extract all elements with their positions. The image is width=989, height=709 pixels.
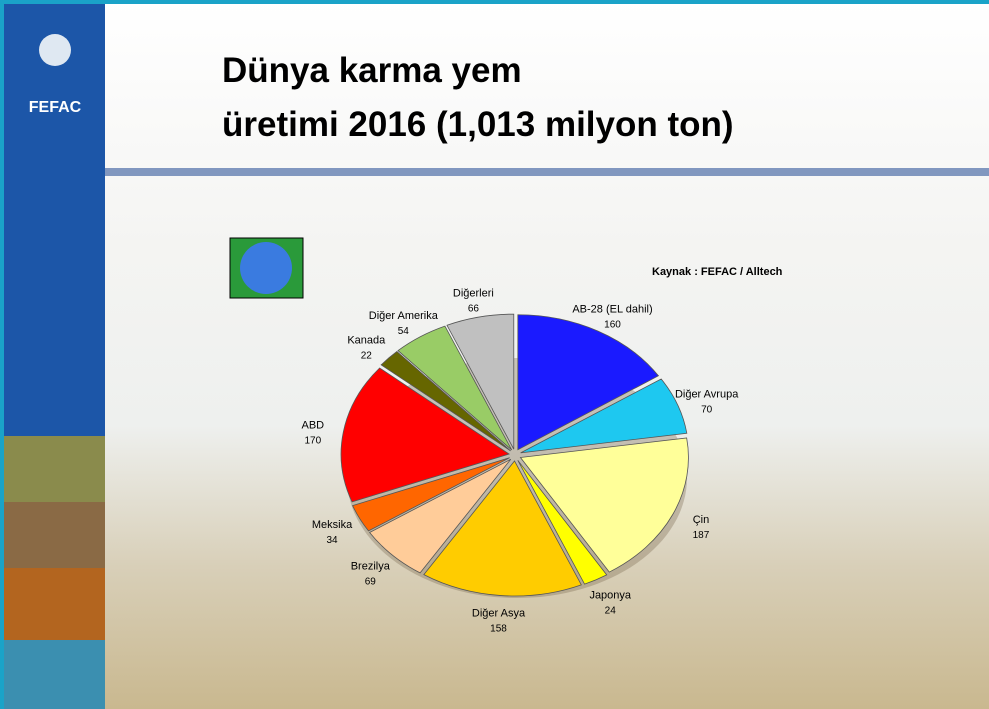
slice-label: Meksika	[312, 519, 353, 531]
photo-grain	[4, 568, 105, 640]
photo-soil	[4, 502, 105, 568]
globe	[240, 242, 292, 294]
slice-label: Diğer Amerika	[369, 310, 439, 322]
photo-fish	[4, 640, 105, 709]
left-border	[0, 0, 4, 709]
slice-label: Diğer Asya	[472, 607, 526, 619]
slide: FEFAC Dünya karma yem üretimi 2016 (1,01…	[0, 0, 989, 709]
slice-label: ABD	[301, 420, 324, 432]
value-label: 170	[304, 436, 321, 447]
value-label: 54	[398, 326, 410, 337]
slice-label: AB-28 (EL dahil)	[572, 304, 652, 316]
header-rule	[105, 168, 989, 176]
value-label: 158	[490, 623, 507, 634]
slice-label: Diğer Avrupa	[675, 389, 739, 401]
side-bar	[4, 4, 105, 436]
value-label: 160	[604, 320, 621, 331]
value-label: 34	[327, 535, 339, 546]
logo-icon	[39, 34, 71, 66]
photo-field	[4, 436, 105, 502]
value-label: 24	[605, 605, 617, 616]
value-label: 66	[468, 303, 480, 314]
slice-label: Kanada	[347, 335, 386, 347]
slice-label: Çin	[693, 514, 710, 526]
logo-text: FEFAC	[29, 99, 82, 116]
value-label: 70	[701, 405, 713, 416]
value-label: 69	[365, 577, 377, 588]
slice-label: Japonya	[589, 589, 631, 601]
value-label: 187	[693, 530, 710, 541]
slice-label: Diğerleri	[453, 287, 494, 299]
slice-label: Brezilya	[351, 561, 391, 573]
source: Kaynak : FEFAC / Alltech	[652, 266, 783, 278]
chart: FEFAC Dünya karma yem üretimi 2016 (1,01…	[0, 0, 989, 709]
top-border	[0, 0, 989, 4]
chart-title: Dünya karma yem	[222, 51, 522, 90]
value-label: 22	[361, 351, 373, 362]
chart-title: üretimi 2016 (1,013 milyon ton)	[222, 105, 734, 144]
